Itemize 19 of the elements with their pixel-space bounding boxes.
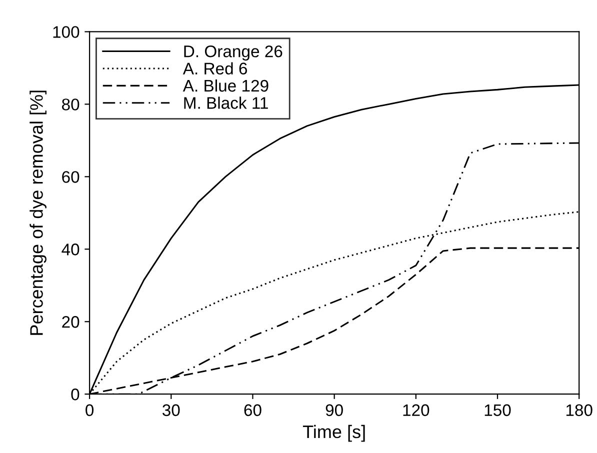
y-axis-title: Percentage of dye removal [%] bbox=[30, 90, 46, 335]
x-axis-title: Time [s] bbox=[302, 424, 365, 442]
y-tick-label: 0 bbox=[71, 388, 80, 400]
x-tick-label: 0 bbox=[86, 404, 94, 416]
x-tick-label: 180 bbox=[566, 404, 592, 416]
y-tick-label: 100 bbox=[53, 26, 80, 38]
y-tick-label: 20 bbox=[62, 316, 80, 328]
x-tick-label: 60 bbox=[244, 404, 262, 416]
legend-label: M. Black 11 bbox=[184, 96, 268, 109]
legend-label: A. Red 6 bbox=[182, 62, 247, 74]
x-tick-label: 30 bbox=[162, 404, 180, 416]
y-tick-label: 40 bbox=[62, 244, 80, 256]
y-tick-label: 60 bbox=[62, 171, 80, 183]
x-tick-label: 150 bbox=[484, 404, 511, 416]
legend-label: A. Blue 129 bbox=[182, 79, 268, 92]
x-tick-label: 120 bbox=[403, 404, 430, 416]
legend-label: D. Orange 26 bbox=[184, 45, 282, 61]
x-tick-label: 90 bbox=[326, 404, 343, 416]
y-tick-label: 80 bbox=[62, 98, 80, 110]
